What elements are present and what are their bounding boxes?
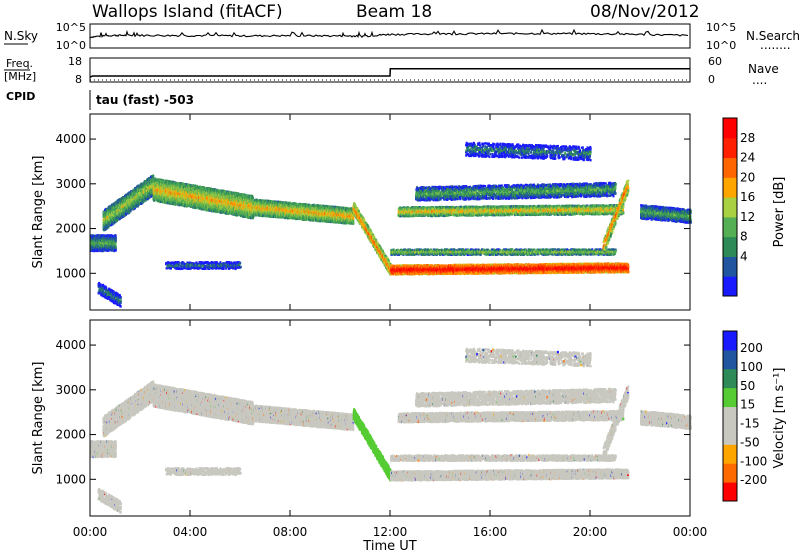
freq-label: Freq.	[6, 57, 33, 70]
power-cell	[152, 175, 154, 177]
nave-tick-bottom: 0	[708, 73, 715, 86]
noise-left-label: N.Sky	[4, 29, 38, 43]
beam-title: Beam 18	[356, 2, 432, 22]
freq-tick-top: 18	[68, 55, 82, 68]
power-cell	[115, 249, 117, 251]
power-cell	[115, 237, 117, 239]
power-heatmap-cells	[90, 142, 692, 308]
noise-tick-top: 10^5	[56, 21, 86, 34]
noise-panel: N.Sky 10^5 10^0 10^5 10^0 N.Search .....…	[4, 21, 800, 52]
cpid-label: CPID	[6, 90, 35, 103]
noise-right-tick-bottom: 10^0	[706, 39, 736, 52]
frequency-panel: Freq. [MHz] 18 8 60 0 Nave ....	[4, 55, 779, 87]
noise-right-dots: ........	[760, 38, 791, 52]
nave-tick-top: 60	[708, 55, 722, 68]
nave-dots: ....	[752, 73, 767, 87]
noise-tick-bottom: 10^0	[56, 39, 86, 52]
noise-sky-series	[90, 30, 688, 38]
power-cell	[115, 239, 117, 241]
date-title: 08/Nov/2012	[590, 2, 700, 22]
cpid-panel: CPID tau (fast) -503	[6, 90, 194, 110]
power-cell	[115, 246, 117, 248]
freq-unit: [MHz]	[4, 70, 36, 83]
cpid-text: tau (fast) -503	[96, 93, 194, 107]
station-title: Wallops Island (fitACF)	[92, 2, 283, 22]
noise-right-tick-top: 10^5	[706, 21, 736, 34]
freq-tick-bottom: 8	[75, 73, 82, 86]
frequency-series	[90, 69, 690, 77]
